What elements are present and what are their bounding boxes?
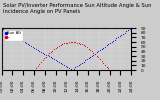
Legend: Sun Alt, --: Sun Alt, -- [4, 30, 23, 41]
Text: Solar PV/Inverter Performance Sun Altitude Angle & Sun Incidence Angle on PV Pan: Solar PV/Inverter Performance Sun Altitu… [3, 3, 152, 14]
